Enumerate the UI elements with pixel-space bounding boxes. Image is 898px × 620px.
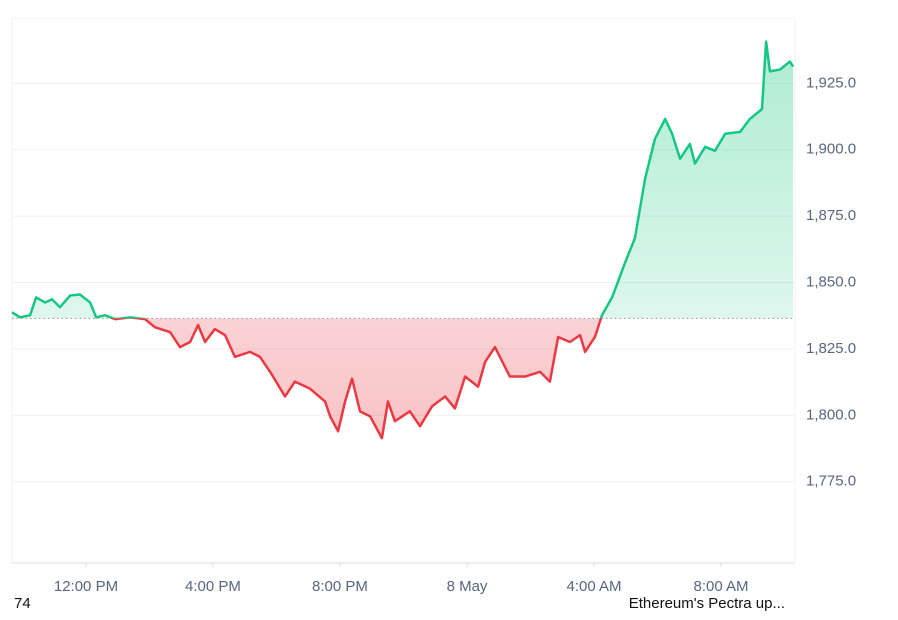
price-line-down (19, 318, 603, 440)
y-tick-label: 1,775.0 (806, 473, 856, 490)
x-tick-label: 8 May (447, 578, 488, 595)
x-tick-label: 4:00 PM (185, 578, 241, 595)
footer-left: 74 (14, 595, 31, 612)
area-up (12, 41, 794, 319)
x-tick-label: 12:00 PM (54, 578, 118, 595)
y-tick-label: 1,900.0 (806, 141, 856, 158)
price-line-up (11, 40, 795, 319)
area-down (113, 318, 601, 439)
x-tick-label: 8:00 PM (312, 578, 368, 595)
y-tick-label: 1,850.0 (806, 274, 856, 291)
x-tick-label: 4:00 AM (566, 578, 621, 595)
y-tick-label: 1,875.0 (806, 207, 856, 224)
footer-right[interactable]: Ethereum's Pectra up... (629, 595, 785, 612)
y-tick-label: 1,925.0 (806, 74, 856, 91)
y-tick-label: 1,800.0 (806, 406, 856, 423)
y-tick-label: 1,825.0 (806, 340, 856, 357)
x-tick-label: 8:00 AM (693, 578, 748, 595)
